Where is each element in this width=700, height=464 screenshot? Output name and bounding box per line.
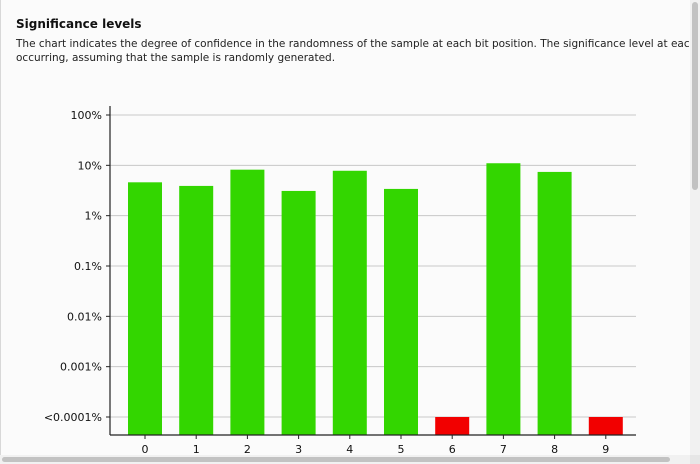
- x-tick-label: 9: [602, 443, 609, 455]
- x-tick-label: 4: [346, 443, 353, 455]
- x-tick-label: 2: [244, 443, 251, 455]
- x-tick-label: 6: [449, 443, 456, 455]
- bar-2: [230, 169, 265, 435]
- vertical-scrollbar-thumb[interactable]: [692, 2, 698, 190]
- x-tick-label: 8: [551, 443, 558, 455]
- bar-9: [588, 417, 623, 435]
- significance-panel: Significance levels The chart indicates …: [0, 0, 691, 455]
- section-title: Significance levels: [16, 17, 142, 31]
- description-line-2: occurring, assuming that the sample is r…: [16, 52, 336, 64]
- bar-1: [179, 185, 214, 435]
- bar-6: [435, 417, 470, 435]
- horizontal-scrollbar[interactable]: [0, 455, 690, 464]
- bar-3: [281, 190, 316, 435]
- y-tick-label: 0.1%: [74, 260, 102, 273]
- vertical-scrollbar[interactable]: [690, 0, 700, 455]
- x-tick-label: 0: [142, 443, 149, 455]
- x-tick-label: 1: [193, 443, 200, 455]
- y-tick-label: 100%: [71, 109, 102, 122]
- scrollbar-corner: [690, 455, 700, 464]
- bar-7: [486, 163, 521, 435]
- section-description: The chart indicates the degree of confid…: [16, 37, 691, 65]
- y-tick-label: 10%: [78, 159, 102, 172]
- y-tick-label: 0.01%: [67, 310, 102, 323]
- bar-4: [332, 170, 367, 435]
- y-tick-label: 0.001%: [60, 361, 102, 374]
- y-tick-label: 1%: [85, 210, 102, 223]
- x-tick-label: 5: [398, 443, 405, 455]
- x-tick-label: 7: [500, 443, 507, 455]
- bar-0: [128, 182, 162, 435]
- description-line-1: The chart indicates the degree of confid…: [16, 38, 691, 50]
- x-tick-label: 3: [295, 443, 302, 455]
- y-tick-label: <0.0001%: [44, 411, 102, 424]
- horizontal-scrollbar-thumb[interactable]: [2, 457, 670, 462]
- bar-5: [384, 188, 418, 435]
- bar-8: [537, 171, 572, 435]
- significance-chart: 100% 10% 1% 0.1% 0.01% 0.001% <0.0001% 0 1 2 3 4 5 6 7…: [44, 106, 636, 455]
